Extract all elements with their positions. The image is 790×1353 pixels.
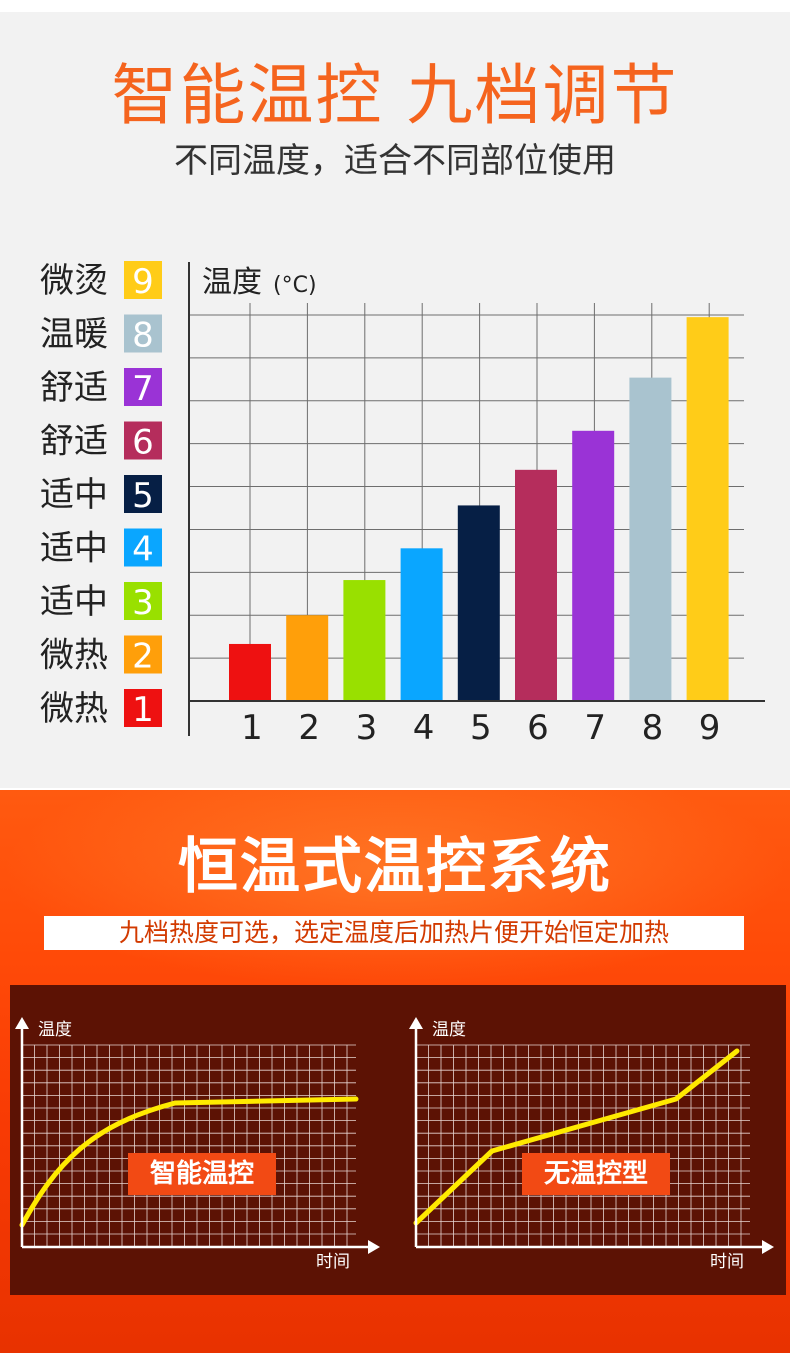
system-title: 恒温式温控系统 — [178, 832, 612, 902]
bar-level-7 — [572, 430, 615, 701]
chart-bars — [229, 317, 729, 701]
legend-swatch — [124, 475, 162, 513]
legend-label: 微热 — [40, 689, 108, 729]
graph-y-label: 温度 — [432, 1020, 466, 1040]
graph-x-arrow — [368, 1240, 380, 1254]
background-glow — [0, 790, 790, 990]
bar-level-1 — [229, 643, 271, 701]
legend-swatch — [124, 528, 162, 567]
x-tick-label: 5 — [470, 708, 492, 748]
graph-grid — [21, 1044, 356, 1248]
x-tick-label: 4 — [413, 708, 435, 748]
legend-number: 3 — [132, 583, 154, 623]
graph-y-arrow — [409, 1017, 423, 1029]
x-tick-label: 6 — [527, 708, 549, 748]
legend-label: 微热 — [40, 636, 108, 676]
legend-number: 1 — [132, 690, 154, 730]
legend-label: 温暖 — [40, 315, 108, 355]
legend-swatch — [124, 635, 162, 674]
graph-y-arrow — [15, 1017, 29, 1029]
bar-level-5 — [457, 505, 500, 701]
legend-swatch — [124, 689, 162, 727]
x-tick-label: 3 — [356, 708, 378, 748]
legend-swatch — [124, 261, 162, 299]
system-subtitle: 九档热度可选，选定温度后加热片便开始恒定加热 — [118, 918, 669, 947]
bar-level-4 — [400, 548, 443, 701]
main-title: 智能温控 九档调节 — [111, 57, 679, 134]
level-legend: 微烫 9 温暖 8 舒适 7 舒适 6 适中 5 适中 4 适中 3 微热 2 微热 1 — [40, 261, 162, 730]
main-subtitle: 不同温度，适合不同部位使用 — [174, 141, 616, 181]
legend-label: 适中 — [40, 529, 108, 569]
bar-level-3 — [343, 580, 386, 701]
graph-x-arrow — [762, 1240, 774, 1254]
legend-label: 适中 — [40, 475, 108, 515]
graph-grid — [415, 1044, 750, 1248]
smart-control-curve — [19, 1096, 359, 1228]
legend-swatch — [124, 421, 162, 460]
bar-level-2 — [286, 615, 329, 701]
x-tick-label: 8 — [642, 708, 664, 748]
legend-label: 适中 — [40, 582, 108, 622]
legend-number: 4 — [132, 530, 154, 570]
legend-number: 9 — [132, 262, 154, 302]
x-tick-label: 7 — [584, 708, 606, 748]
legend-number: 6 — [132, 423, 154, 463]
legend-swatch — [124, 582, 162, 620]
graph-panel: 温度 时间 智能温控 温度 时间 无温控型 — [10, 985, 786, 1295]
smart-control-badge: 智能温控 — [128, 1153, 276, 1195]
legend-label: 微烫 — [40, 261, 108, 301]
no-control-curve — [413, 1048, 740, 1226]
legend-number: 7 — [132, 369, 154, 409]
x-tick-label: 9 — [699, 708, 721, 748]
legend-label: 舒适 — [40, 368, 108, 408]
top-section: 智能温控 九档调节 不同温度，适合不同部位使用 微烫 9 温暖 8 舒适 7 舒适 6 适中 5 适… — [0, 12, 790, 788]
legend-number: 8 — [132, 316, 154, 356]
legend-swatch — [124, 368, 162, 406]
no-control-badge: 无温控型 — [522, 1153, 670, 1195]
legend-number: 5 — [132, 476, 154, 516]
y-axis-label: 温度 — [202, 265, 262, 300]
bar-level-9 — [686, 317, 729, 701]
graph-x-label: 时间 — [710, 1252, 744, 1272]
no-control-graph: 温度 时间 — [409, 1017, 774, 1272]
bottom-section: 恒温式温控系统 九档热度可选，选定温度后加热片便开始恒定加热 温度 时间 智能温… — [0, 790, 790, 1353]
system-subtitle-box: 九档热度可选，选定温度后加热片便开始恒定加热 — [44, 916, 744, 950]
graph-x-label: 时间 — [316, 1252, 350, 1272]
bar-level-8 — [629, 377, 672, 701]
legend-swatch — [124, 314, 162, 353]
x-tick-label: 1 — [241, 708, 263, 748]
smart-control-graph: 温度 时间 — [15, 1017, 380, 1272]
legend-label: 舒适 — [40, 422, 108, 462]
y-axis-unit: (°C) — [273, 273, 317, 298]
legend-number: 2 — [132, 637, 154, 677]
bar-level-6 — [515, 469, 557, 701]
x-tick-label: 2 — [298, 708, 320, 748]
graph-y-label: 温度 — [38, 1020, 72, 1040]
